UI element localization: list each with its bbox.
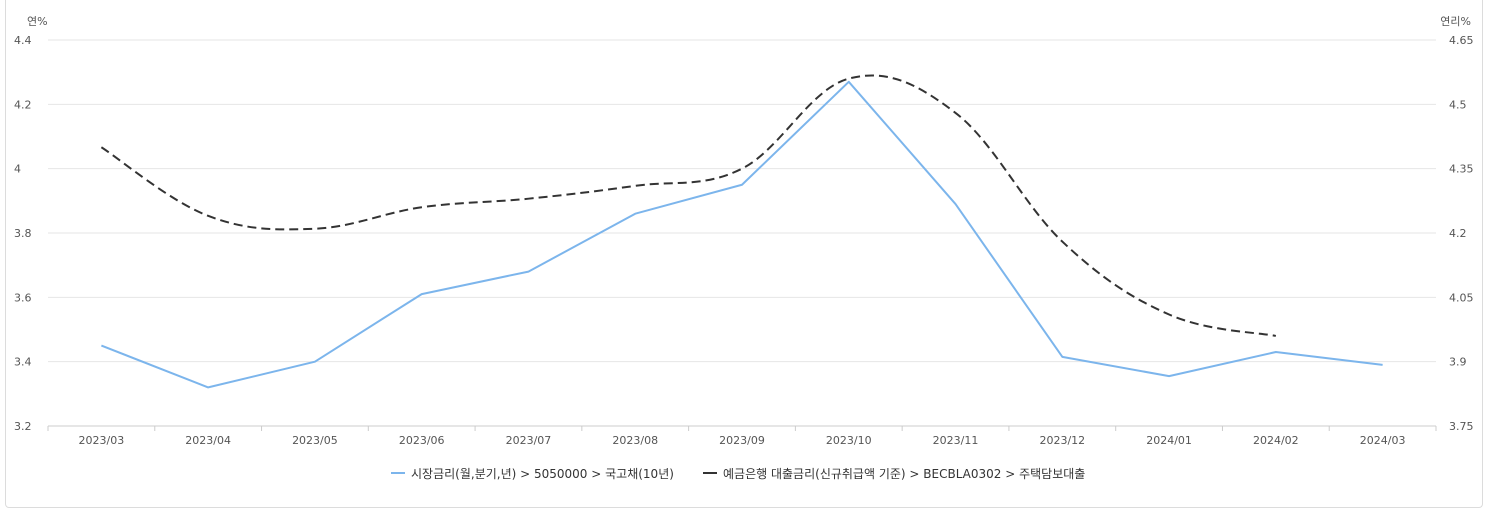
- x-tick-label: 2023/09: [719, 434, 765, 447]
- x-tick-label: 2023/12: [1039, 434, 1085, 447]
- series-line-2: [100, 74, 1277, 337]
- x-tick-label: 2024/01: [1146, 434, 1192, 447]
- left-axis-unit: 연%: [27, 15, 48, 28]
- right-tick-label: 4.65: [1449, 34, 1474, 47]
- x-tick-label: 2023/07: [506, 434, 552, 447]
- left-tick-label: 3.2: [14, 420, 32, 433]
- chart-frame: [5, 0, 1483, 508]
- right-tick-label: 4.2: [1449, 227, 1467, 240]
- x-tick-label: 2023/08: [612, 434, 658, 447]
- legend-label-series-1: 시장금리(월,분기,년) > 5050000 > 국고채(10년): [411, 467, 674, 481]
- legend: 시장금리(월,분기,년) > 5050000 > 국고채(10년) 예금은행 대…: [391, 466, 1085, 481]
- right-tick-label: 3.9: [1449, 356, 1467, 369]
- right-tick-label: 4.05: [1449, 291, 1474, 304]
- right-tick-label: 4.35: [1449, 163, 1474, 176]
- x-tick-label: 2023/10: [826, 434, 872, 447]
- left-tick-label: 4.2: [14, 98, 32, 111]
- series-line-1: [101, 80, 1383, 389]
- legend-label-series-2: 예금은행 대출금리(신규취급액 기준) > BECBLA0302 > 주택담보대…: [723, 466, 1085, 481]
- x-tick-label: 2023/06: [399, 434, 445, 447]
- axes: 3.2 3.4 3.6 3.8 4 4.2 4.4 3.75 3.9 4.05 4.2 4.35 4.5…: [14, 34, 1474, 447]
- legend-item-series-1[interactable]: 시장금리(월,분기,년) > 5050000 > 국고채(10년): [391, 467, 674, 481]
- series-lines: [100, 74, 1383, 389]
- right-tick-label: 4.5: [1449, 98, 1467, 111]
- left-tick-label: 3.8: [14, 227, 32, 240]
- left-tick-label: 4.4: [14, 34, 32, 47]
- left-tick-label: 3.4: [14, 356, 32, 369]
- legend-item-series-2[interactable]: 예금은행 대출금리(신규취급액 기준) > BECBLA0302 > 주택담보대…: [703, 466, 1085, 481]
- x-tick-label: 2023/05: [292, 434, 338, 447]
- x-tick-label: 2023/11: [933, 434, 979, 447]
- x-tick-label: 2023/03: [79, 434, 125, 447]
- right-tick-label: 3.75: [1449, 420, 1474, 433]
- x-tick-label: 2024/03: [1360, 434, 1406, 447]
- grid-lines: [48, 39, 1436, 427]
- x-tick-label: 2024/02: [1253, 434, 1299, 447]
- left-tick-label: 3.6: [14, 291, 32, 304]
- right-axis-unit: 연리%: [1440, 15, 1471, 28]
- x-tick-label: 2023/04: [185, 434, 231, 447]
- left-tick-label: 4: [14, 163, 21, 176]
